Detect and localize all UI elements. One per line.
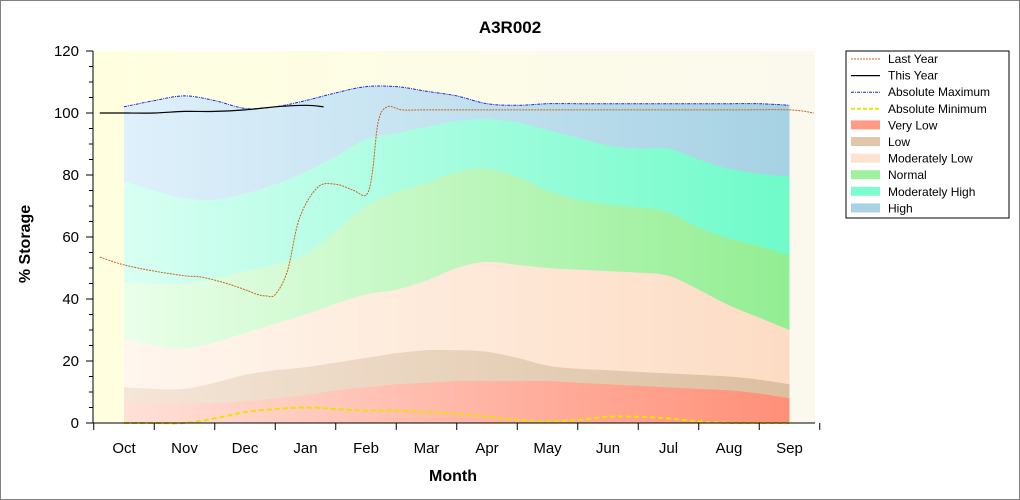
legend-label-this-year: This Year [888,69,938,83]
legend-label-high: High [888,201,913,215]
series-lines [99,85,814,425]
series-absolute-minimum [123,406,790,425]
x-tick-label: Jan [293,440,317,457]
x-tick-label: Oct [112,440,136,457]
legend-swatch-moderately-high [851,186,880,196]
legend-swatch-moderately-low [851,153,880,163]
legend-label-last-year: Last Year [888,52,938,66]
legend: Last Year This Year Absolute Maximum Absolu… [845,50,1010,219]
x-tick-labels: Oct Nov Dec Jan Feb Mar Apr May Jun Jul Aug Sep [93,423,821,457]
legend-label-very-low: Very Low [888,118,938,132]
y-tick-label: 60 [62,229,79,246]
x-tick-label: Dec [232,440,259,457]
x-tick-label: Jun [596,440,620,457]
legend-swatch-low [851,137,880,146]
y-tick-label: 100 [54,105,79,122]
x-axis-label: Month [429,468,477,485]
y-tick-label: 120 [54,43,79,60]
x-tick-label: Aug [716,440,743,457]
x-tick-label: May [533,440,562,457]
series-this-year [99,104,324,114]
legend-label-moderately-low: Moderately Low [888,152,973,166]
percentile-bands [124,85,790,423]
y-tick-label: 20 [62,353,79,370]
y-tick-label: 0 [71,415,79,432]
legend-label-low: Low [888,135,910,149]
y-tick-label: 80 [62,167,79,184]
band-very-low [124,381,790,423]
legend-swatch-high [851,203,880,213]
x-tick-label: Feb [353,440,379,457]
y-tick-labels: 0 20 40 60 80 100 120 [54,43,93,432]
legend-swatch-very-low [851,120,880,130]
y-axis-label: % Storage [17,205,34,283]
y-tick-label: 40 [62,291,79,308]
x-tick-label: Mar [414,440,440,457]
x-tick-label: Apr [475,440,498,457]
x-tick-label: Jul [659,440,678,457]
chart-title: A3R002 [479,18,541,37]
series-last-year [99,105,814,298]
x-tick-label: Nov [171,440,198,457]
legend-swatch-normal [851,170,880,180]
legend-label-absolute-minimum: Absolute Minimum [888,102,987,116]
legend-label-absolute-maximum: Absolute Maximum [888,85,990,99]
series-absolute-maximum [123,85,790,110]
legend-label-normal: Normal [888,168,927,182]
x-tick-label: Sep [776,440,803,457]
legend-label-moderately-high: Moderately High [888,185,975,199]
